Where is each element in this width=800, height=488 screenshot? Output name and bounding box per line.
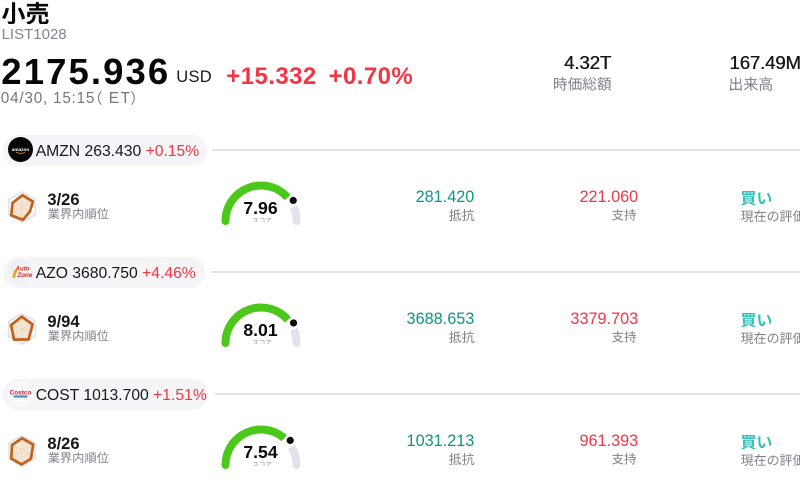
svg-text:Auto: Auto <box>14 266 29 273</box>
svg-text:Costco: Costco <box>9 390 31 397</box>
svg-text:amazon: amazon <box>11 147 29 152</box>
svg-text:Zone: Zone <box>16 273 32 280</box>
